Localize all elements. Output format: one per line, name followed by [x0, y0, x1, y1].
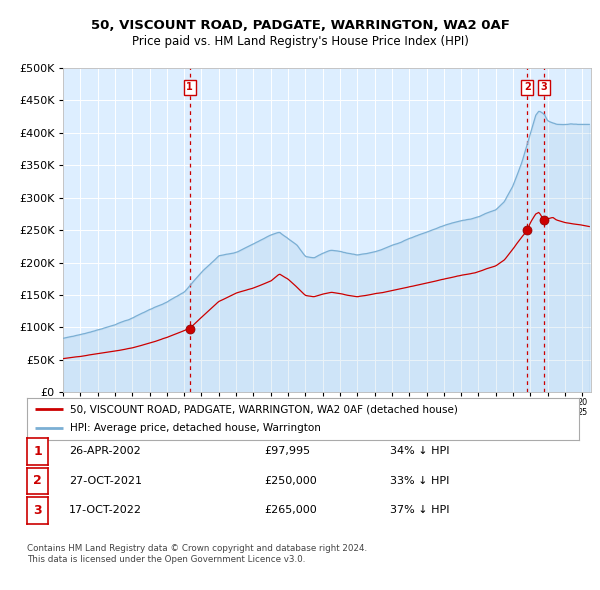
Text: Contains HM Land Registry data © Crown copyright and database right 2024.: Contains HM Land Registry data © Crown c…	[27, 545, 367, 553]
Text: £250,000: £250,000	[264, 476, 317, 486]
Text: 1: 1	[187, 83, 193, 92]
Text: £97,995: £97,995	[264, 447, 310, 456]
Text: Price paid vs. HM Land Registry's House Price Index (HPI): Price paid vs. HM Land Registry's House …	[131, 35, 469, 48]
Text: HPI: Average price, detached house, Warrington: HPI: Average price, detached house, Warr…	[70, 424, 321, 434]
Text: 2: 2	[524, 83, 530, 92]
Text: 26-APR-2002: 26-APR-2002	[69, 447, 141, 456]
Text: 3: 3	[33, 504, 42, 517]
Text: 17-OCT-2022: 17-OCT-2022	[69, 506, 142, 515]
Text: 50, VISCOUNT ROAD, PADGATE, WARRINGTON, WA2 0AF: 50, VISCOUNT ROAD, PADGATE, WARRINGTON, …	[91, 19, 509, 32]
Text: 34% ↓ HPI: 34% ↓ HPI	[390, 447, 449, 456]
Text: 33% ↓ HPI: 33% ↓ HPI	[390, 476, 449, 486]
Text: 50, VISCOUNT ROAD, PADGATE, WARRINGTON, WA2 0AF (detached house): 50, VISCOUNT ROAD, PADGATE, WARRINGTON, …	[70, 404, 458, 414]
Text: This data is licensed under the Open Government Licence v3.0.: This data is licensed under the Open Gov…	[27, 555, 305, 564]
Text: 3: 3	[541, 83, 547, 92]
Text: 2: 2	[33, 474, 42, 487]
Text: 1: 1	[33, 445, 42, 458]
Text: £265,000: £265,000	[264, 506, 317, 515]
Text: 27-OCT-2021: 27-OCT-2021	[69, 476, 142, 486]
Text: 37% ↓ HPI: 37% ↓ HPI	[390, 506, 449, 515]
